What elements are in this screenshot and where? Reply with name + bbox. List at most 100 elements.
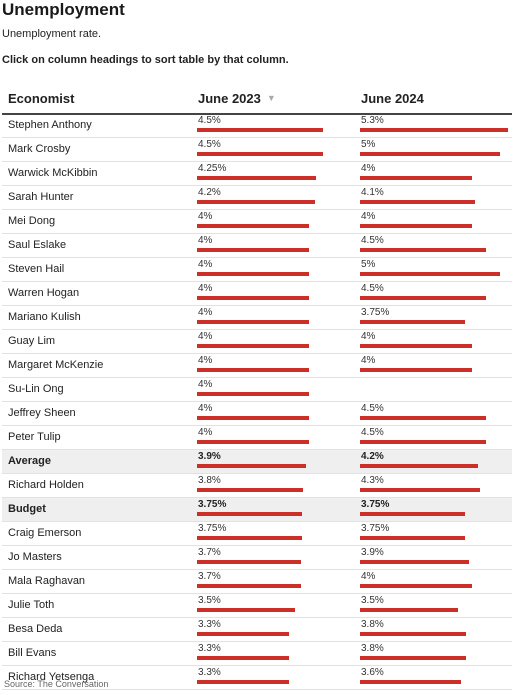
table-row: Mariano Kulish 4% 3.75%: [2, 306, 512, 330]
bar-june-2023: [197, 560, 301, 564]
value-label-june-2023: 3.5%: [198, 595, 221, 606]
value-label-june-2023: 3.75%: [198, 523, 227, 534]
bar-june-2023: [197, 488, 304, 492]
bar-june-2024: [360, 272, 500, 276]
value-label-june-2023: 4%: [198, 211, 213, 222]
table-row: Julie Toth 3.5% 3.5%: [2, 594, 512, 618]
value-label-june-2023: 4%: [198, 259, 213, 270]
economist-name: Jeffrey Sheen: [8, 407, 76, 419]
bar-june-2024: [360, 152, 500, 156]
economist-name: Mark Crosby: [8, 143, 71, 155]
bar-june-2024: [360, 656, 467, 660]
value-label-june-2023: 4%: [198, 379, 213, 390]
value-label-june-2023: 3.75%: [198, 499, 227, 510]
value-label-june-2023: 4.25%: [198, 163, 227, 174]
bar-june-2024: [360, 368, 472, 372]
value-label-june-2024: 4.5%: [361, 403, 384, 414]
value-label-june-2024: 3.75%: [361, 523, 390, 534]
value-label-june-2023: 4.5%: [198, 115, 221, 126]
bar-june-2024: [360, 416, 486, 420]
bar-june-2024: [360, 584, 472, 588]
economist-name: Stephen Anthony: [8, 119, 92, 131]
value-label-june-2024: 5%: [361, 259, 376, 270]
bar-june-2024: [360, 464, 478, 468]
table-row: Richard Holden 3.8% 4.3%: [2, 474, 512, 498]
economist-name: Sarah Hunter: [8, 191, 74, 203]
bar-june-2024: [360, 248, 486, 252]
economist-name: Warwick McKibbin: [8, 167, 98, 179]
economist-name: Richard Holden: [8, 479, 84, 491]
value-label-june-2023: 3.7%: [198, 547, 221, 558]
value-label-june-2024: 3.8%: [361, 643, 384, 654]
value-label-june-2023: 3.9%: [198, 451, 221, 462]
economist-name: Average: [8, 455, 52, 467]
value-label-june-2024: 3.9%: [361, 547, 384, 558]
bar-june-2023: [197, 248, 309, 252]
table-row: Su-Lin Ong 4%: [2, 378, 512, 402]
bar-june-2024: [360, 344, 472, 348]
economist-name: Peter Tulip: [8, 431, 61, 443]
bar-june-2024: [360, 176, 472, 180]
table-row: Bill Evans 3.3% 3.8%: [2, 642, 512, 666]
value-label-june-2024: 4%: [361, 355, 376, 366]
value-label-june-2023: 4%: [198, 331, 213, 342]
bar-june-2024: [360, 224, 472, 228]
table-row: Mark Crosby 4.5% 5%: [2, 138, 512, 162]
value-label-june-2023: 4%: [198, 235, 213, 246]
economist-name: Jo Masters: [8, 551, 62, 563]
value-label-june-2024: 4.2%: [361, 451, 384, 462]
table-row: Peter Tulip 4% 4.5%: [2, 426, 512, 450]
bar-june-2023: [197, 584, 301, 588]
value-label-june-2024: 4%: [361, 211, 376, 222]
bar-june-2024: [360, 536, 465, 540]
bar-june-2023: [197, 392, 309, 396]
economist-name: Mala Raghavan: [8, 575, 86, 587]
value-label-june-2024: 3.75%: [361, 307, 390, 318]
value-label-june-2023: 4.2%: [198, 187, 221, 198]
bar-june-2023: [197, 200, 315, 204]
value-label-june-2024: 4.1%: [361, 187, 384, 198]
column-header-june-2023-label: June 2023: [198, 91, 261, 106]
bar-june-2024: [360, 200, 475, 204]
economist-name: Besa Deda: [8, 623, 63, 635]
bar-june-2023: [197, 152, 323, 156]
value-label-june-2024: 4.5%: [361, 427, 384, 438]
value-label-june-2024: 4%: [361, 331, 376, 342]
bar-june-2024: [360, 296, 486, 300]
column-header-june-2024[interactable]: June 2024: [361, 91, 424, 106]
bar-june-2023: [197, 512, 302, 516]
table-row: Craig Emerson 3.75% 3.75%: [2, 522, 512, 546]
table-row: Richard Yetsenga 3.3% 3.6%: [2, 666, 512, 690]
sort-descending-icon: ▼: [266, 93, 276, 103]
value-label-june-2024: 3.5%: [361, 595, 384, 606]
bar-june-2024: [360, 608, 458, 612]
bar-june-2024: [360, 128, 509, 132]
value-label-june-2023: 4%: [198, 307, 213, 318]
bar-june-2024: [360, 512, 465, 516]
bar-june-2024: [360, 488, 481, 492]
value-label-june-2023: 4%: [198, 403, 213, 414]
value-label-june-2023: 3.7%: [198, 571, 221, 582]
value-label-june-2024: 3.6%: [361, 667, 384, 678]
bar-june-2023: [197, 656, 290, 660]
table-row: Jo Masters 3.7% 3.9%: [2, 546, 512, 570]
economist-name: Julie Toth: [8, 599, 55, 611]
bar-june-2023: [197, 344, 309, 348]
economist-name: Guay Lim: [8, 335, 56, 347]
value-label-june-2024: 5.3%: [361, 115, 384, 126]
value-label-june-2023: 3.8%: [198, 475, 221, 486]
column-header-economist[interactable]: Economist: [8, 91, 75, 106]
bar-june-2023: [197, 224, 309, 228]
column-header-june-2023[interactable]: June 2023 ▼: [198, 91, 276, 106]
economist-name: Mariano Kulish: [8, 311, 81, 323]
chart-subtitle: Unemployment rate.: [2, 28, 102, 40]
bar-june-2023: [197, 680, 290, 684]
economist-name: Bill Evans: [8, 647, 57, 659]
value-label-june-2023: 4%: [198, 355, 213, 366]
bar-june-2023: [197, 272, 309, 276]
bar-june-2023: [197, 440, 309, 444]
economist-name: Mei Dong: [8, 215, 56, 227]
table-body: Stephen Anthony 4.5% 5.3% Mark Crosby 4.5% 5%…: [2, 114, 512, 690]
bar-june-2023: [197, 368, 309, 372]
economist-name: Su-Lin Ong: [8, 383, 64, 395]
